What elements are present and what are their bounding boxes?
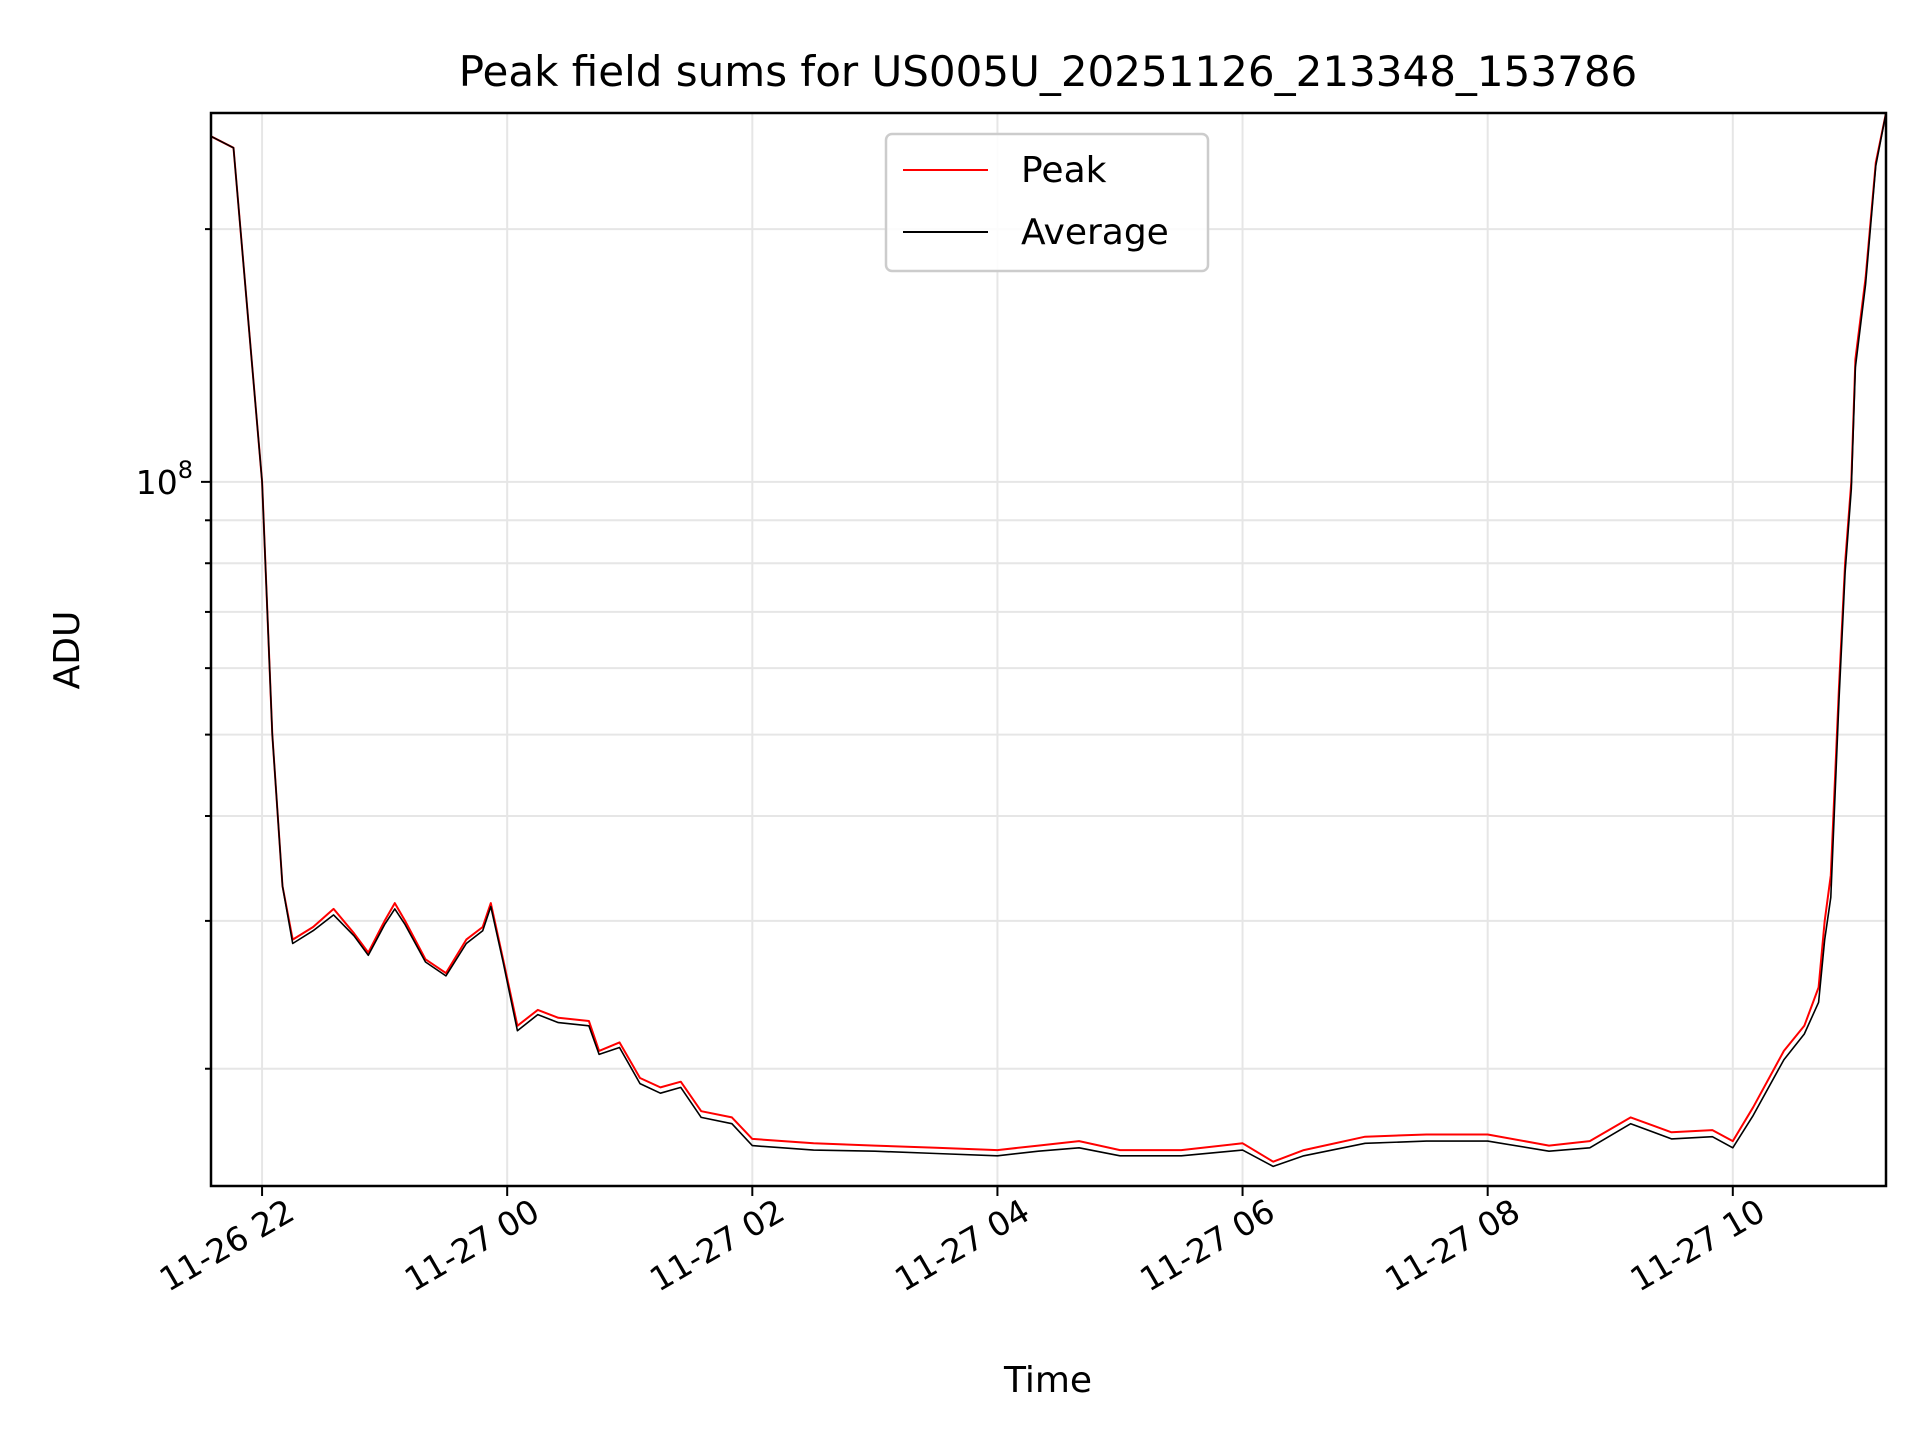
chart-title: Peak field sums for US005U_20251126_2133… bbox=[459, 47, 1638, 96]
y-axis-label: ADU bbox=[47, 611, 88, 690]
grid bbox=[211, 113, 1886, 1186]
x-axis-label: Time bbox=[1003, 1360, 1092, 1401]
legend-box bbox=[884, 132, 1210, 273]
series-line-peak bbox=[210, 112, 1887, 1163]
legend-label-peak: Peak bbox=[1021, 150, 1107, 191]
legend-label-average: Average bbox=[1021, 212, 1169, 253]
y-tick-label: 108 bbox=[136, 456, 193, 502]
series-layer bbox=[210, 112, 1887, 1168]
plot-frame bbox=[209, 111, 1888, 1188]
legend: Peak Average bbox=[884, 132, 1210, 273]
series-line-average bbox=[210, 112, 1887, 1168]
